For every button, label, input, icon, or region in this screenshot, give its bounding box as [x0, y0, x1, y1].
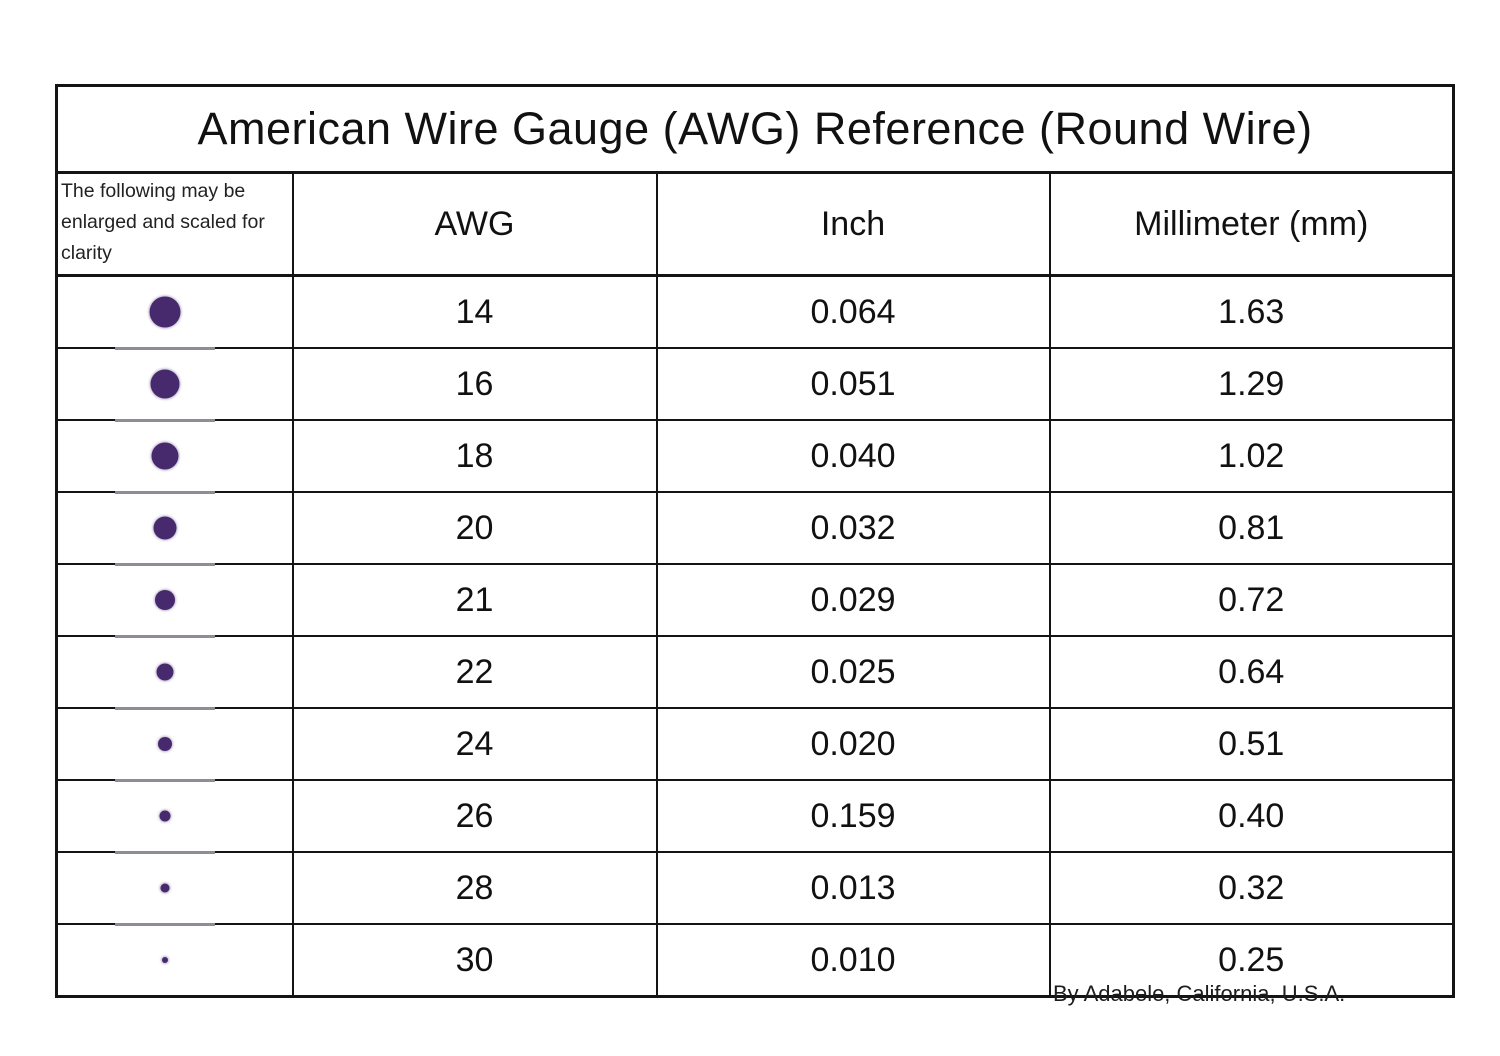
- table-row: 28 0.013 0.32: [55, 851, 1455, 926]
- awg-cell: 28: [291, 851, 658, 925]
- awg-cell: 16: [291, 347, 658, 421]
- wire-size-dot: [153, 516, 177, 540]
- column-header-mm: Millimeter (mm): [1048, 171, 1455, 277]
- header-row: The following may be enlarged and scaled…: [55, 171, 1455, 277]
- dot-underline: [115, 850, 216, 854]
- inch-cell: 0.159: [655, 779, 1051, 853]
- table-row: 30 0.010 0.25: [55, 923, 1455, 998]
- mm-cell: 0.51: [1048, 707, 1455, 781]
- footer-credit: By Adabele, California, U.S.A.: [1053, 981, 1346, 1006]
- wire-size-dot: [150, 369, 180, 399]
- inch-cell: 0.013: [655, 851, 1051, 925]
- awg-cell: 24: [291, 707, 658, 781]
- inch-cell: 0.010: [655, 923, 1051, 998]
- mm-cell: 0.81: [1048, 491, 1455, 565]
- wire-size-dot: [149, 296, 181, 328]
- title-row: American Wire Gauge (AWG) Reference (Rou…: [55, 84, 1455, 174]
- wire-dot-cell: [55, 419, 294, 494]
- wire-dot-cell: [55, 274, 294, 350]
- dot-underline: [115, 778, 216, 782]
- wire-size-dot: [158, 737, 173, 751]
- awg-cell: 18: [291, 419, 658, 493]
- awg-cell: 20: [291, 491, 658, 565]
- wire-size-dot: [159, 810, 171, 822]
- dot-underline: [115, 922, 216, 926]
- mm-cell: 0.25: [1048, 923, 1455, 998]
- page-title: American Wire Gauge (AWG) Reference (Rou…: [55, 84, 1455, 174]
- inch-cell: 0.029: [655, 563, 1051, 637]
- inch-cell: 0.064: [655, 274, 1051, 349]
- inch-cell: 0.040: [655, 419, 1051, 493]
- scale-note: The following may be enlarged and scaled…: [55, 171, 294, 277]
- mm-cell: 0.32: [1048, 851, 1455, 925]
- mm-cell: 1.02: [1048, 419, 1455, 493]
- inch-cell: 0.051: [655, 347, 1051, 421]
- awg-cell: 22: [291, 635, 658, 709]
- wire-dot-cell: [55, 923, 294, 998]
- awg-cell: 21: [291, 563, 658, 637]
- table-row: 14 0.064 1.63: [55, 274, 1455, 350]
- mm-cell: 0.72: [1048, 563, 1455, 637]
- table-row: 26 0.159 0.40: [55, 779, 1455, 854]
- column-header-inch: Inch: [655, 171, 1051, 277]
- table-row: 20 0.032 0.81: [55, 491, 1455, 566]
- wire-size-dot: [162, 957, 169, 963]
- table-row: 24 0.020 0.51: [55, 707, 1455, 782]
- wire-dot-cell: [55, 491, 294, 566]
- wire-dot-cell: [55, 635, 294, 710]
- wire-dot-cell: [55, 707, 294, 782]
- awg-cell: 30: [291, 923, 658, 998]
- dot-underline: [115, 418, 216, 422]
- mm-cell: 0.40: [1048, 779, 1455, 853]
- inch-cell: 0.032: [655, 491, 1051, 565]
- mm-cell: 0.64: [1048, 635, 1455, 709]
- awg-cell: 26: [291, 779, 658, 853]
- wire-size-dot: [155, 590, 176, 610]
- dot-underline: [115, 634, 216, 638]
- table-row: 21 0.029 0.72: [55, 563, 1455, 638]
- dot-underline: [115, 706, 216, 710]
- inch-cell: 0.025: [655, 635, 1051, 709]
- table-row: 18 0.040 1.02: [55, 419, 1455, 494]
- wire-dot-cell: [55, 779, 294, 854]
- dot-underline: [115, 562, 216, 566]
- wire-size-dot: [160, 883, 170, 893]
- wire-size-dot: [156, 663, 174, 681]
- dot-underline: [115, 346, 216, 350]
- mm-cell: 1.63: [1048, 274, 1455, 349]
- inch-cell: 0.020: [655, 707, 1051, 781]
- wire-dot-cell: [55, 851, 294, 926]
- mm-cell: 1.29: [1048, 347, 1455, 421]
- dot-underline: [115, 490, 216, 494]
- table-row: 16 0.051 1.29: [55, 347, 1455, 422]
- wire-dot-cell: [55, 347, 294, 422]
- column-header-awg: AWG: [291, 171, 658, 277]
- wire-dot-cell: [55, 563, 294, 638]
- awg-reference-table: American Wire Gauge (AWG) Reference (Rou…: [55, 84, 1456, 998]
- table-row: 22 0.025 0.64: [55, 635, 1455, 710]
- awg-cell: 14: [291, 274, 658, 349]
- wire-size-dot: [151, 442, 179, 470]
